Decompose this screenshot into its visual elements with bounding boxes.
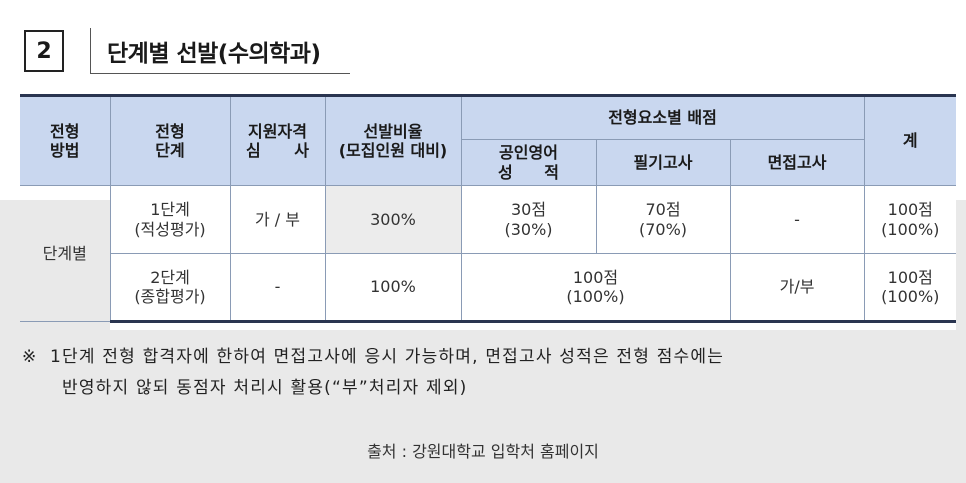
table-row: 2단계 (종합평가) - 100% 100점 (100%) 가/부 100점 (…: [20, 253, 957, 323]
header-english: 공인영어 성 적: [461, 139, 597, 186]
header-method: 전형 방법: [20, 94, 111, 186]
stage-cell: 1단계 (적성평가): [109, 185, 231, 254]
header-stage: 전형 단계: [109, 94, 231, 186]
section-title: 단계별 선발(수의학과): [107, 40, 321, 67]
header-written: 필기고사: [595, 139, 731, 186]
written-cell: 70점 (70%): [595, 185, 731, 254]
section-heading: 2 단계별 선발(수의학과): [24, 28, 351, 74]
total-cell: 100점 (100%): [863, 185, 957, 254]
eligibility-cell: -: [229, 253, 326, 323]
stage-cell: 2단계 (종합평가): [110, 253, 231, 323]
interview-cell: 가/부: [729, 253, 865, 323]
english-written-cell: 100점 (100%): [460, 253, 731, 323]
ratio-cell: 100%: [324, 253, 462, 323]
header-interview: 면접고사: [729, 139, 865, 186]
note-mark: ※: [22, 347, 38, 367]
header-ratio: 선발비율 (모집인원 대비): [324, 94, 462, 186]
section-number: 2: [24, 30, 64, 72]
header-total: 계: [863, 94, 957, 186]
selection-table: 전형 방법 전형 단계 지원자격 심 사 선발비율 (모집인원 대비) 전형요소…: [20, 94, 957, 323]
interview-cell: -: [729, 185, 865, 254]
eligibility-cell: 가 / 부: [229, 185, 326, 254]
header-eligibility: 지원자격 심 사: [229, 94, 326, 186]
footnote: ※ 1단계 전형 합격자에 한하여 면접고사에 응시 가능하며, 면접고사 성적은…: [22, 342, 952, 404]
header-element-group: 전형요소별 배점: [460, 94, 865, 140]
note-line-2: 반영하지 않되 동점자 처리시 활용(“부”처리자 제외): [62, 378, 468, 398]
table-row: 단계별 1단계 (적성평가) 가 / 부 300% 30점 (30%) 70점 …: [20, 185, 957, 322]
english-cell: 30점 (30%): [460, 185, 597, 254]
ratio-cell: 300%: [324, 185, 462, 254]
source-caption: 출처 : 강원대학교 입학처 홈페이지: [367, 442, 599, 461]
note-line-1: 1단계 전형 합격자에 한하여 면접고사에 응시 가능하며, 면접고사 성적은 …: [50, 347, 725, 367]
method-cell: 단계별: [20, 185, 111, 322]
section-title-box: 단계별 선발(수의학과): [90, 28, 351, 74]
total-cell: 100점 (100%): [863, 253, 957, 323]
